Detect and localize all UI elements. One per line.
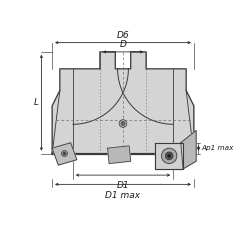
Polygon shape [108, 146, 131, 163]
Polygon shape [181, 131, 196, 169]
Polygon shape [155, 143, 183, 169]
Polygon shape [52, 143, 77, 165]
Text: D: D [120, 40, 126, 49]
Text: Ap1 max: Ap1 max [202, 145, 234, 151]
Text: D1: D1 [117, 181, 129, 190]
Circle shape [119, 120, 127, 127]
Circle shape [121, 122, 125, 126]
Text: L: L [33, 98, 38, 107]
Polygon shape [52, 52, 194, 154]
Text: D1 max: D1 max [105, 191, 141, 199]
Circle shape [165, 152, 173, 160]
Circle shape [61, 150, 68, 157]
Text: D6: D6 [117, 30, 129, 40]
Circle shape [168, 154, 171, 157]
Circle shape [63, 152, 66, 155]
Circle shape [162, 148, 177, 163]
